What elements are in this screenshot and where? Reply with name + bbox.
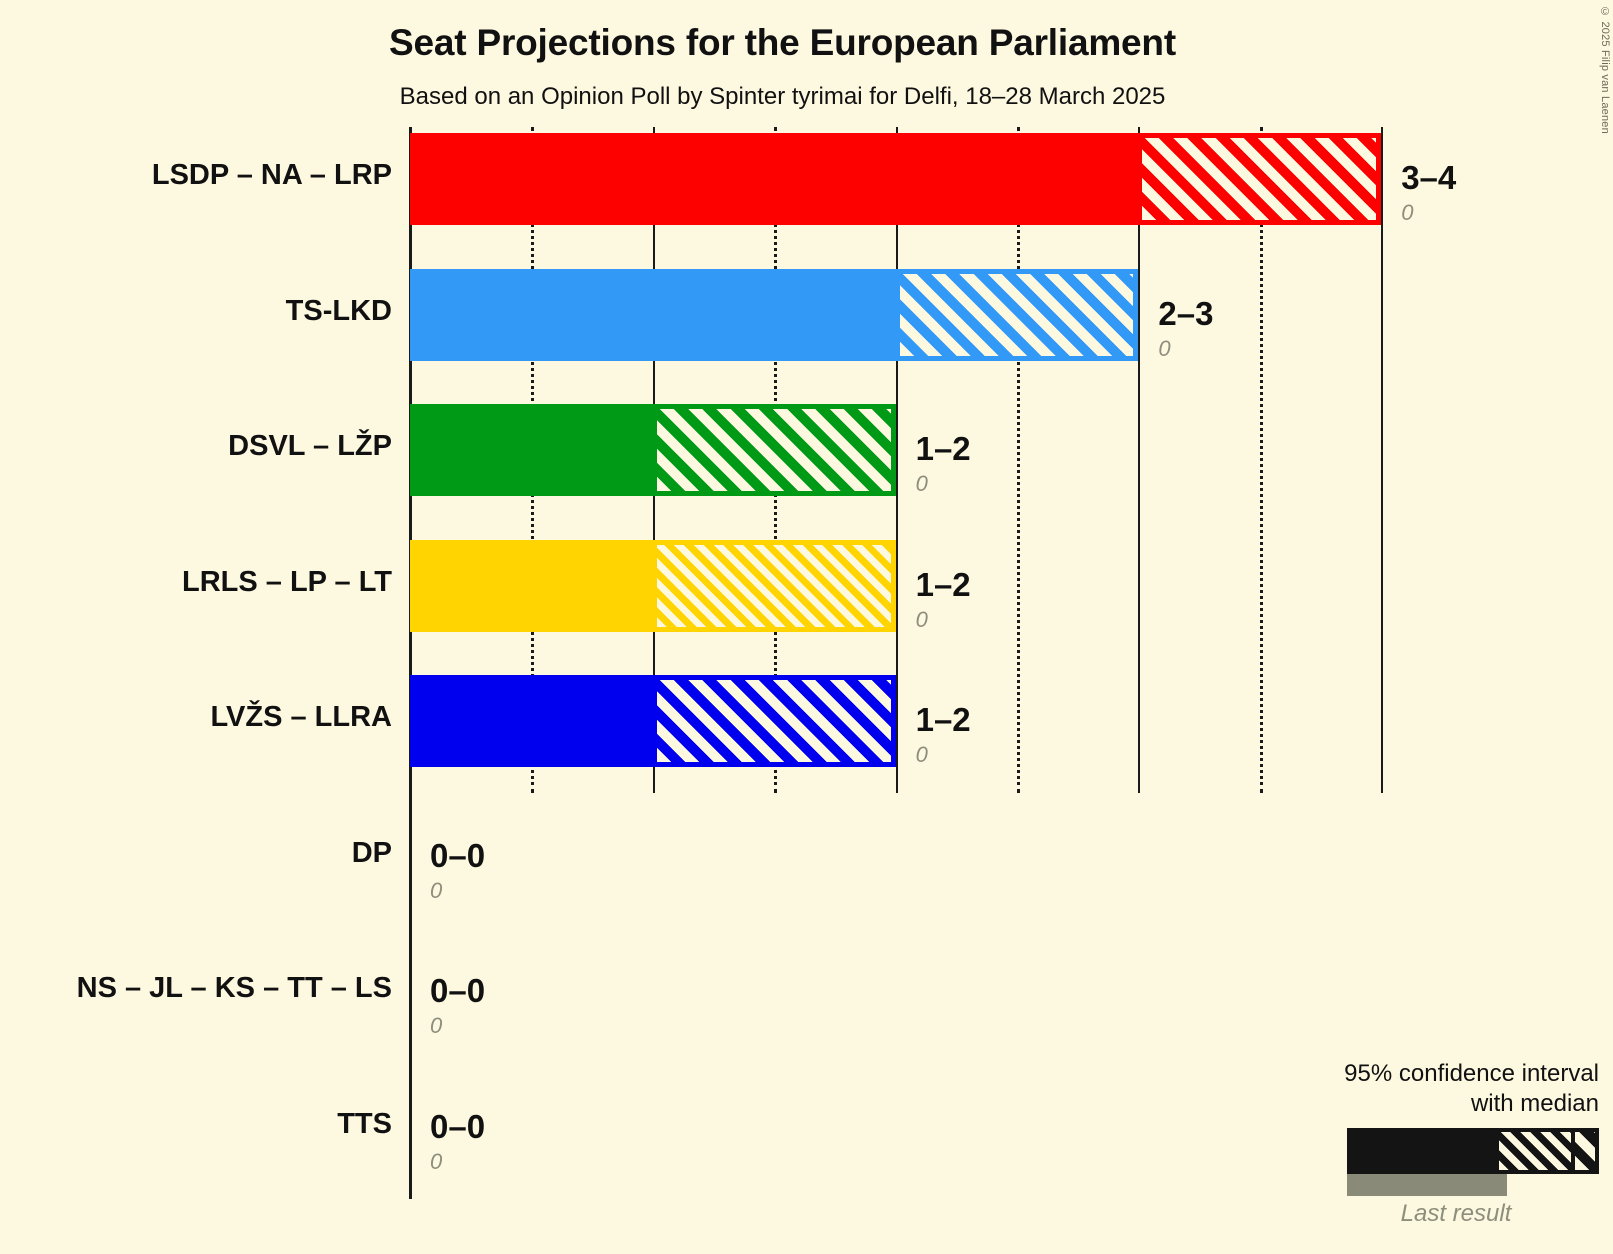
legend-line-2: with median	[1470, 1089, 1599, 1117]
bar-upper-bound-segment	[652, 404, 896, 496]
category-label: TTS	[337, 1107, 392, 1140]
category-label: DSVL – LŽP	[228, 430, 392, 462]
last-result-label: 0	[915, 471, 928, 496]
value-label-group: 3–4 0	[1401, 161, 1456, 224]
confidence-interval-bar	[410, 404, 896, 496]
bar-upper-bound-segment	[652, 675, 896, 767]
chart-legend: 95% confidence interval with median Last…	[1289, 1059, 1599, 1228]
category-label: LSDP – NA – LRP	[151, 159, 392, 191]
value-label-group: 1–2 0	[916, 703, 971, 766]
category-label: TS-LKD	[285, 294, 392, 327]
legend-last-result-swatch	[1347, 1174, 1507, 1196]
last-result-label: 0	[915, 606, 928, 632]
last-result-label: 0	[430, 877, 443, 903]
bar-median-segment	[410, 539, 653, 632]
category-label: DP	[351, 836, 392, 869]
bar-median-segment	[410, 268, 896, 361]
seat-range-label: 2–3	[1158, 294, 1214, 332]
value-label-group: 2–3 0	[1158, 297, 1213, 360]
bar-median-segment	[410, 404, 653, 496]
last-result-label: 0	[915, 742, 928, 767]
value-label-group: 0–0 0	[430, 1110, 485, 1173]
seat-range-label: 0–0	[430, 972, 486, 1009]
seat-range-label: 1–2	[915, 701, 971, 738]
value-label-group: 1–2 0	[916, 568, 971, 631]
legend-crosshatch-swatch	[1499, 1132, 1571, 1170]
legend-line-1: 95% confidence interval	[1344, 1060, 1599, 1088]
last-result-label: 0	[1158, 335, 1171, 361]
bar-median-segment	[410, 133, 1139, 225]
gridline-3	[1138, 127, 1141, 793]
legend-interval-bar	[1347, 1128, 1599, 1174]
confidence-interval-bar	[410, 675, 896, 767]
page-title: Seat Projections for the European Parlia…	[389, 22, 1176, 63]
value-label-group: 0–0 0	[430, 839, 485, 902]
category-label: NS – JL – KS – TT – LS	[76, 972, 392, 1004]
value-label-group: 1–2 0	[916, 432, 971, 495]
seat-range-label: 1–2	[915, 430, 971, 467]
seat-range-label: 1–2	[915, 565, 971, 603]
category-label: LRLS – LP – LT	[181, 565, 392, 598]
bar-upper-bound-segment	[895, 268, 1139, 361]
chart-subtitle: Based on an Opinion Poll by Spinter tyri…	[399, 83, 1166, 110]
gridline-4	[1381, 127, 1384, 793]
seat-range-label: 0–0	[430, 1107, 486, 1145]
bar-upper-bound-segment	[1138, 133, 1382, 225]
copyright-notice: © 2025 Filip van Laenen	[1599, 6, 1611, 134]
last-result-label: 0	[430, 1013, 443, 1038]
confidence-interval-bar	[410, 268, 1139, 361]
confidence-interval-bar	[410, 133, 1382, 225]
category-label: LVŽS – LLRA	[210, 701, 392, 733]
last-result-label: 0	[430, 1148, 443, 1174]
gridline-2	[895, 127, 898, 793]
seat-range-label: 0–0	[430, 836, 486, 874]
gridline-2_5	[1017, 127, 1020, 793]
confidence-interval-bar	[410, 539, 896, 632]
value-label-group: 0–0 0	[430, 974, 485, 1037]
legend-diagonal-swatch	[1575, 1132, 1595, 1170]
seat-range-label: 3–4	[1401, 159, 1457, 196]
bar-median-segment	[410, 675, 653, 767]
gridline-3_5	[1259, 127, 1263, 793]
bar-upper-bound-segment	[652, 539, 896, 632]
last-result-label: 0	[1401, 200, 1414, 225]
y-axis	[409, 127, 412, 1199]
legend-last-result-label: Last result	[1400, 1200, 1512, 1227]
